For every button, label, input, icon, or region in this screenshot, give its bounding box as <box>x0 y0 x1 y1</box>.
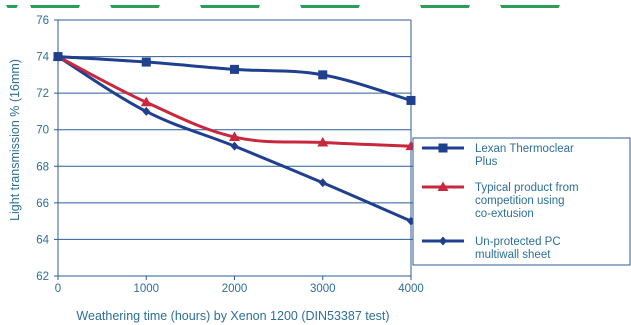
x-tick-label: 0 <box>55 283 61 295</box>
series-2-point <box>317 137 329 147</box>
x-tick-label: 4000 <box>398 283 424 295</box>
series-lines <box>52 51 417 226</box>
y-tick-label: 64 <box>36 234 49 246</box>
y-axis-label: Light transmission % (16mm) <box>8 59 22 221</box>
series-2-point <box>229 131 240 142</box>
x-tick-label: 2000 <box>222 283 248 295</box>
y-tick-label: 68 <box>36 161 49 173</box>
y-tick-label: 62 <box>36 271 49 283</box>
legend-label: competition using <box>475 195 565 207</box>
tick-labels: 0 1000 2000 3000 4000 62 64 66 68 70 72 74 76 <box>36 15 424 295</box>
legend-swatch-marker <box>439 236 447 246</box>
legend-label: Plus <box>475 156 498 168</box>
series-3-point <box>318 178 327 188</box>
series-3-point <box>230 141 239 151</box>
legend-label: Un-protected PC <box>475 236 561 248</box>
legend-label: multiwall sheet <box>475 249 551 261</box>
legend-label: Typical product from <box>475 182 579 194</box>
cropped-heading-fragment <box>6 5 560 8</box>
series-2-point <box>140 96 152 107</box>
series-3-point <box>142 106 151 116</box>
x-axis-label: Weathering time (hours) by Xenon 1200 (D… <box>76 309 389 323</box>
x-tick-label: 1000 <box>133 283 159 295</box>
y-tick-label: 66 <box>36 198 49 210</box>
legend-box <box>412 137 631 266</box>
series-line-1 <box>56 55 413 102</box>
series-1-point <box>141 57 151 67</box>
legend-label: co-extusion <box>475 208 534 220</box>
series-1-point <box>406 95 416 105</box>
legend-swatch-marker <box>438 143 448 153</box>
series-1-point <box>318 70 328 80</box>
x-tick-label: 3000 <box>310 283 336 295</box>
top-strip-cropped-heading <box>0 0 631 8</box>
y-tick-label: 76 <box>36 15 49 27</box>
y-tick-label: 72 <box>36 88 49 100</box>
y-tick-label: 74 <box>36 52 49 64</box>
y-tick-label: 70 <box>36 125 49 137</box>
series-1-point <box>53 52 63 62</box>
legend-label: Lexan Thermoclear <box>475 143 574 155</box>
series-1-point <box>230 64 239 74</box>
legend-swatch-marker <box>437 181 449 191</box>
